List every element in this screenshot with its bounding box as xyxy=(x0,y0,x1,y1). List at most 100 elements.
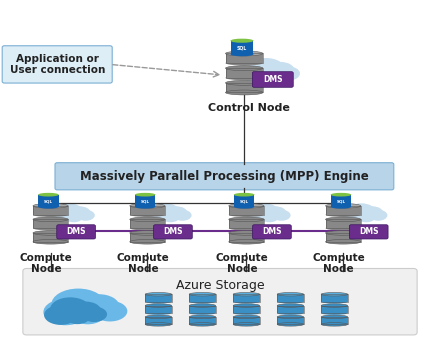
Ellipse shape xyxy=(229,217,264,222)
Ellipse shape xyxy=(189,293,216,296)
Ellipse shape xyxy=(277,323,304,326)
Text: DMS: DMS xyxy=(262,227,282,236)
Bar xyxy=(33,219,68,228)
Ellipse shape xyxy=(231,39,253,43)
Ellipse shape xyxy=(321,323,348,326)
Bar xyxy=(130,233,165,242)
Ellipse shape xyxy=(33,226,68,231)
Ellipse shape xyxy=(277,304,304,307)
Bar xyxy=(277,317,304,324)
Bar xyxy=(229,219,264,228)
Ellipse shape xyxy=(145,315,172,319)
Text: Compute
Node: Compute Node xyxy=(20,253,73,274)
Ellipse shape xyxy=(38,193,59,197)
Ellipse shape xyxy=(226,90,263,95)
Ellipse shape xyxy=(233,323,260,326)
Bar xyxy=(229,219,264,228)
Bar xyxy=(145,317,172,324)
Ellipse shape xyxy=(76,210,95,221)
Ellipse shape xyxy=(55,203,83,220)
Text: Massively Parallel Processing (MPP) Engine: Massively Parallel Processing (MPP) Engi… xyxy=(80,170,369,183)
Ellipse shape xyxy=(69,206,91,219)
Ellipse shape xyxy=(260,211,279,222)
Ellipse shape xyxy=(246,209,270,223)
Bar xyxy=(226,83,263,93)
Bar xyxy=(130,219,165,228)
Text: SQL: SQL xyxy=(337,199,345,203)
Ellipse shape xyxy=(347,203,376,220)
Ellipse shape xyxy=(50,209,74,223)
Ellipse shape xyxy=(135,205,155,208)
Bar xyxy=(145,294,172,302)
Bar xyxy=(33,206,68,215)
Ellipse shape xyxy=(147,209,171,223)
Ellipse shape xyxy=(189,323,216,326)
Bar xyxy=(226,68,263,78)
Ellipse shape xyxy=(321,304,348,307)
Ellipse shape xyxy=(264,206,286,219)
Bar xyxy=(130,233,165,242)
Bar xyxy=(233,305,260,313)
Ellipse shape xyxy=(130,231,165,235)
Bar xyxy=(277,305,304,313)
Bar xyxy=(326,219,361,228)
Ellipse shape xyxy=(145,300,172,303)
Ellipse shape xyxy=(189,311,216,315)
Ellipse shape xyxy=(145,293,172,296)
Text: SQL: SQL xyxy=(44,199,53,203)
Ellipse shape xyxy=(266,62,294,79)
Ellipse shape xyxy=(226,61,263,65)
Bar xyxy=(130,219,165,228)
Bar xyxy=(226,54,263,63)
Ellipse shape xyxy=(145,304,172,307)
Ellipse shape xyxy=(151,203,180,220)
Ellipse shape xyxy=(38,205,59,208)
Ellipse shape xyxy=(233,293,260,296)
Text: Compute
Node: Compute Node xyxy=(216,253,268,274)
Ellipse shape xyxy=(44,299,88,325)
Ellipse shape xyxy=(81,306,107,322)
Ellipse shape xyxy=(233,300,260,303)
Text: SQL: SQL xyxy=(141,199,150,203)
Bar xyxy=(326,219,361,228)
Ellipse shape xyxy=(78,294,119,319)
Bar xyxy=(130,206,165,215)
Ellipse shape xyxy=(229,203,264,208)
Ellipse shape xyxy=(33,231,68,235)
Ellipse shape xyxy=(130,226,165,231)
Ellipse shape xyxy=(233,311,260,315)
Ellipse shape xyxy=(189,300,216,303)
Bar xyxy=(33,219,68,228)
Ellipse shape xyxy=(50,297,91,321)
Bar xyxy=(38,195,59,207)
Text: DMS: DMS xyxy=(66,227,86,236)
Bar xyxy=(331,195,351,207)
FancyBboxPatch shape xyxy=(55,163,394,190)
Text: Compute
Node: Compute Node xyxy=(117,253,169,274)
Ellipse shape xyxy=(226,75,263,80)
Bar xyxy=(321,294,348,302)
Ellipse shape xyxy=(248,58,285,80)
Ellipse shape xyxy=(92,301,127,321)
Bar xyxy=(277,294,304,302)
Ellipse shape xyxy=(145,323,172,326)
Ellipse shape xyxy=(321,315,348,319)
Ellipse shape xyxy=(33,239,68,244)
Ellipse shape xyxy=(326,226,361,231)
Bar xyxy=(233,317,260,324)
Ellipse shape xyxy=(321,300,348,303)
Ellipse shape xyxy=(226,80,263,85)
Ellipse shape xyxy=(234,205,254,208)
Ellipse shape xyxy=(173,210,191,221)
Ellipse shape xyxy=(70,302,101,320)
Ellipse shape xyxy=(33,212,68,217)
Ellipse shape xyxy=(165,206,187,219)
Ellipse shape xyxy=(234,193,254,197)
Text: Azure Storage: Azure Storage xyxy=(176,279,264,292)
Bar xyxy=(189,305,216,313)
FancyBboxPatch shape xyxy=(23,268,417,335)
Text: DMS: DMS xyxy=(163,227,183,236)
Text: DMS: DMS xyxy=(359,227,378,236)
Bar xyxy=(33,206,68,215)
Bar xyxy=(321,317,348,324)
